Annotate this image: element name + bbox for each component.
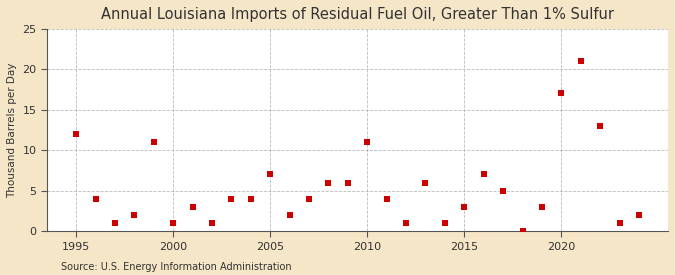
Y-axis label: Thousand Barrels per Day: Thousand Barrels per Day: [7, 62, 17, 198]
Point: [187, 205, 198, 209]
Point: [401, 221, 412, 225]
Point: [634, 213, 645, 217]
Point: [517, 229, 528, 233]
Point: [479, 172, 489, 177]
Point: [71, 132, 82, 136]
Point: [497, 188, 508, 193]
Point: [459, 205, 470, 209]
Title: Annual Louisiana Imports of Residual Fuel Oil, Greater Than 1% Sulfur: Annual Louisiana Imports of Residual Fue…: [101, 7, 614, 22]
Point: [537, 205, 547, 209]
Point: [226, 197, 237, 201]
Point: [207, 221, 217, 225]
Point: [614, 221, 625, 225]
Point: [323, 180, 334, 185]
Point: [109, 221, 120, 225]
Point: [362, 140, 373, 144]
Point: [90, 197, 101, 201]
Point: [284, 213, 295, 217]
Point: [575, 59, 586, 63]
Point: [439, 221, 450, 225]
Point: [246, 197, 256, 201]
Point: [304, 197, 315, 201]
Point: [342, 180, 353, 185]
Point: [381, 197, 392, 201]
Point: [168, 221, 179, 225]
Point: [556, 91, 567, 96]
Point: [265, 172, 275, 177]
Point: [595, 124, 605, 128]
Point: [148, 140, 159, 144]
Point: [420, 180, 431, 185]
Point: [129, 213, 140, 217]
Text: Source: U.S. Energy Information Administration: Source: U.S. Energy Information Administ…: [61, 262, 292, 272]
